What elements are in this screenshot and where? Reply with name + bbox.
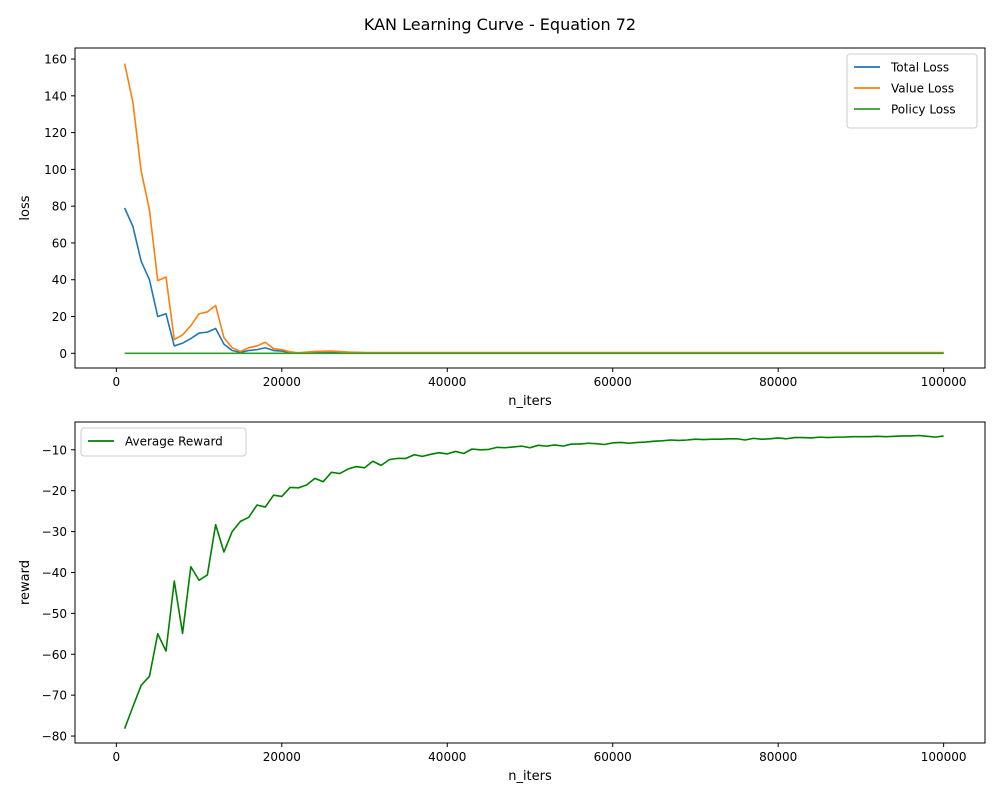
axes-frame bbox=[74, 47, 986, 369]
x-tick-label: 40000 bbox=[428, 375, 466, 389]
series-line-average-reward bbox=[123, 434, 944, 729]
legend-frame bbox=[80, 427, 247, 457]
y-tick-label: 120 bbox=[44, 126, 67, 140]
y-tick-label: 60 bbox=[52, 236, 67, 250]
x-tick-label: 60000 bbox=[594, 375, 632, 389]
x-tick-label: 80000 bbox=[759, 375, 797, 389]
loss-axes: 0 20000 40000 60000 80000 100000 0 20 40 60 80 100 1… bbox=[18, 47, 986, 409]
x-tick-label: 100000 bbox=[921, 750, 967, 764]
axes-frame bbox=[74, 421, 986, 744]
y-axis-label: loss bbox=[18, 195, 33, 220]
y-tick-label: 20 bbox=[52, 310, 67, 324]
y-tick-label: 160 bbox=[44, 53, 67, 67]
x-axis-label: n_iters bbox=[508, 394, 552, 409]
y-tick-label: 40 bbox=[52, 273, 67, 287]
y-tick-label: −60 bbox=[42, 648, 67, 662]
y-tick-label: −40 bbox=[42, 566, 67, 580]
y-tick-label: 0 bbox=[59, 347, 67, 361]
x-tick-label: 0 bbox=[113, 375, 121, 389]
y-tick-label: 100 bbox=[44, 163, 67, 177]
y-tick-label: −30 bbox=[42, 525, 67, 539]
legend-entry-label: Average Reward bbox=[125, 435, 223, 449]
y-tick-label: −20 bbox=[42, 484, 67, 498]
y-tick-label: 80 bbox=[52, 200, 67, 214]
reward-axes: 0 20000 40000 60000 80000 100000 −80 −70 −60 −50 −… bbox=[18, 421, 986, 784]
figure-title: KAN Learning Curve - Equation 72 bbox=[364, 15, 636, 34]
legend: Total Loss Value Loss Policy Loss bbox=[846, 53, 978, 129]
y-tick-label: −70 bbox=[42, 689, 67, 703]
y-tick-label: −50 bbox=[42, 607, 67, 621]
x-tick-label: 20000 bbox=[263, 750, 301, 764]
y-axis-label: reward bbox=[18, 560, 33, 605]
legend-entry-label: Policy Loss bbox=[891, 103, 956, 117]
x-tick-label: 40000 bbox=[428, 750, 466, 764]
y-tick-label: −10 bbox=[42, 443, 67, 457]
legend: Average Reward bbox=[80, 427, 247, 457]
x-tick-label: 100000 bbox=[921, 375, 967, 389]
x-tick-label: 0 bbox=[113, 750, 121, 764]
x-tick-label: 60000 bbox=[594, 750, 632, 764]
legend-entry-label: Value Loss bbox=[891, 82, 954, 96]
x-axis-label: n_iters bbox=[508, 769, 552, 784]
legend-entry-label: Total Loss bbox=[890, 61, 949, 75]
y-tick-label: 140 bbox=[44, 89, 67, 103]
x-tick-label: 20000 bbox=[263, 375, 301, 389]
y-tick-label: −80 bbox=[42, 730, 67, 744]
x-tick-label: 80000 bbox=[759, 750, 797, 764]
